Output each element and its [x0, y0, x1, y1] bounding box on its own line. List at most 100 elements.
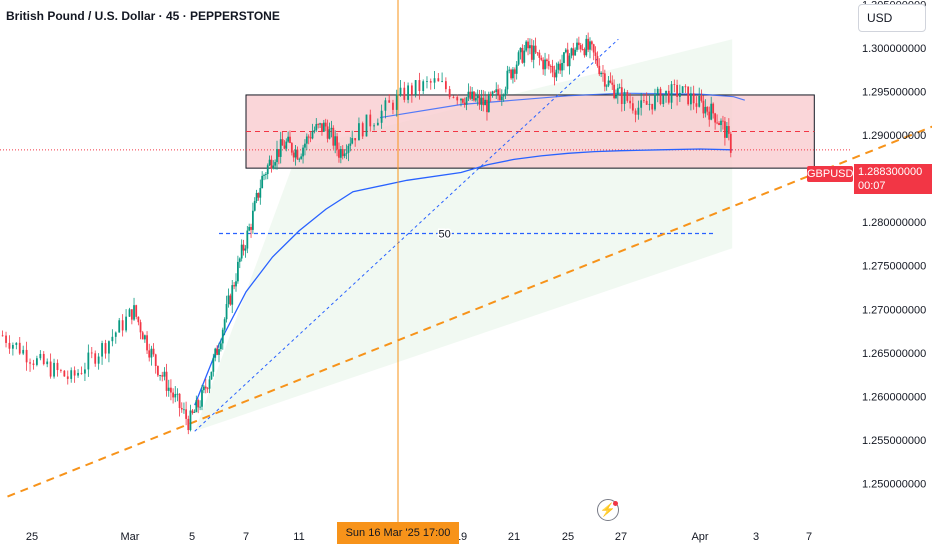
candle-body: [235, 281, 237, 287]
candle-body: [486, 99, 488, 113]
candle-body: [684, 86, 687, 88]
candle-body: [467, 91, 470, 98]
candle-body: [532, 45, 535, 60]
candle-body: [118, 320, 121, 333]
candle-body: [643, 100, 645, 102]
candle-body: [583, 49, 586, 56]
candle-body: [441, 81, 443, 82]
candle-body: [589, 41, 591, 50]
candle-body: [493, 91, 496, 93]
candle-body: [600, 72, 603, 75]
candle-body: [317, 124, 320, 125]
candle-body: [292, 152, 295, 158]
candle-body: [257, 192, 260, 198]
candle-body: [720, 120, 722, 126]
candle-body: [700, 95, 703, 101]
candle-body: [710, 103, 713, 120]
candle-body: [343, 153, 346, 157]
candle-body: [5, 335, 7, 343]
candle-body: [392, 102, 394, 110]
candle-body: [702, 100, 705, 114]
candle-body: [469, 91, 472, 99]
candle-body: [536, 52, 539, 54]
moving-average-line-2: [379, 92, 745, 119]
candle-body: [592, 44, 595, 53]
candle-body: [426, 81, 428, 82]
candle-body: [157, 365, 159, 376]
candle-body: [87, 352, 90, 370]
candle-body: [568, 55, 571, 67]
candle-body: [274, 162, 277, 166]
candle-body: [484, 99, 487, 106]
support-trendline[interactable]: [7, 118, 932, 498]
candle-body: [395, 94, 398, 110]
candle-body: [263, 174, 265, 176]
candle-body: [8, 342, 11, 349]
candle-body: [231, 285, 234, 305]
candle-body: [321, 123, 323, 132]
candle-body: [141, 332, 144, 340]
candle-body: [277, 149, 280, 157]
candle-body: [471, 91, 474, 99]
candle-body: [403, 87, 406, 100]
candle-body: [587, 38, 590, 50]
candle-body: [631, 103, 634, 111]
candle-body: [150, 348, 153, 358]
time-axis[interactable]: 25Mar57111319212527Apr37: [26, 531, 812, 543]
candle-body: [559, 63, 562, 71]
candle-body: [32, 363, 35, 365]
candle-body: [549, 65, 552, 67]
candle-body: [281, 139, 284, 146]
candle-body: [665, 90, 667, 96]
candle-body: [670, 84, 673, 103]
candle-body: [108, 341, 110, 354]
candle-body: [77, 372, 79, 376]
candle-body: [576, 42, 578, 50]
dotted-trendline[interactable]: [194, 38, 619, 432]
candle-body: [66, 376, 69, 379]
candle-body: [651, 103, 654, 110]
candle-body: [607, 80, 610, 86]
candle-body: [326, 126, 329, 139]
candle-body: [60, 370, 62, 371]
candle-body: [418, 80, 421, 92]
candle-body: [73, 370, 76, 376]
candle-body: [519, 47, 522, 53]
candle-body: [296, 149, 299, 160]
candle-body: [244, 248, 247, 251]
candle-body: [29, 362, 31, 364]
trendlines[interactable]: [7, 38, 932, 498]
candle-body: [214, 348, 217, 358]
candle-body: [452, 97, 455, 98]
candle-body: [489, 93, 492, 96]
candle-body: [347, 145, 350, 153]
candle-body: [133, 305, 135, 320]
candle-body: [581, 49, 584, 50]
candle-body: [704, 106, 707, 114]
candle-body: [429, 81, 432, 83]
y-tick-label: 1.280000000: [862, 217, 926, 229]
candle-body: [534, 45, 537, 53]
candle-body: [502, 95, 505, 97]
candle-body: [49, 361, 52, 377]
candle-body: [139, 322, 142, 333]
y-tick-label: 1.265000000: [862, 348, 926, 360]
candle-body: [191, 410, 194, 413]
candle-body: [473, 91, 475, 101]
candle-body: [287, 136, 290, 142]
candle-body: [561, 62, 563, 71]
candle-body: [304, 143, 306, 148]
candle-body: [729, 133, 732, 153]
candle-body: [90, 352, 93, 354]
candle-body: [448, 89, 451, 98]
candle-body: [695, 103, 698, 107]
currency-button[interactable]: USD: [858, 4, 926, 32]
candle-body: [667, 90, 670, 103]
candle-body: [298, 158, 301, 160]
candle-body: [465, 97, 468, 105]
candle-body: [313, 130, 316, 132]
price-axis[interactable]: 1.250000000 1.255000000 1.260000000 1.26500…: [862, 0, 926, 491]
flash-icon[interactable]: ⚡: [597, 499, 619, 521]
candles: [1, 32, 732, 435]
